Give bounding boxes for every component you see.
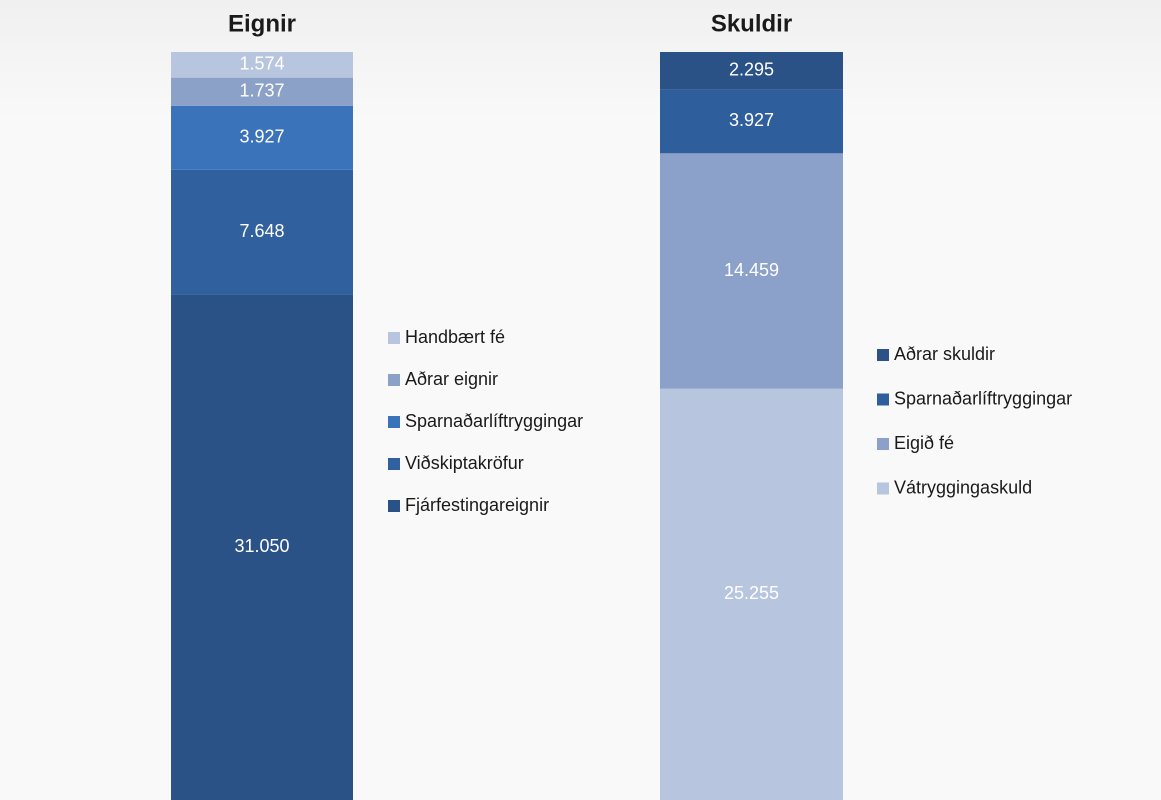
legend-label: Sparnaðarlíftryggingar [894,388,1072,408]
data-label: 7.648 [239,221,284,241]
legend-label: Aðrar eignir [405,369,498,389]
bar-segment [660,153,843,389]
legend-swatch [388,458,400,470]
legend-swatch [877,482,889,495]
bar-segment [171,52,353,78]
data-label: 14.459 [724,260,779,280]
bar-segment [660,52,843,90]
bar-segment [660,388,843,800]
legend-label: Vátryggingaskuld [894,477,1032,497]
legend-label: Handbært fé [405,327,505,347]
legend-label: Fjárfestingareignir [405,495,549,515]
bar-segment [171,77,353,106]
bar-segment [171,105,353,170]
legend-swatch [388,500,400,512]
data-label: 3.927 [239,127,284,147]
bar-segment [171,294,353,800]
data-label: 2.295 [729,59,774,79]
chart-title: Skuldir [711,10,792,37]
bar-segment [660,89,843,154]
data-label: 3.927 [729,110,774,130]
chart-title: Eignir [228,10,296,37]
legend-swatch [388,332,400,344]
legend-label: Eigið fé [894,433,954,453]
legend-label: Sparnaðarlíftryggingar [405,411,583,431]
legend-swatch [877,438,889,450]
data-label: 31.050 [234,536,289,556]
legend-swatch [877,349,889,361]
legend-swatch [388,374,400,386]
data-label: 25.255 [724,583,779,603]
legend-label: Viðskiptakröfur [405,453,524,473]
data-label: 1.737 [239,81,284,101]
legend-swatch [388,416,400,428]
data-label: 1.574 [239,54,284,74]
legend-label: Aðrar skuldir [894,344,995,364]
legend-swatch [877,393,889,406]
bar-segment [171,169,353,295]
